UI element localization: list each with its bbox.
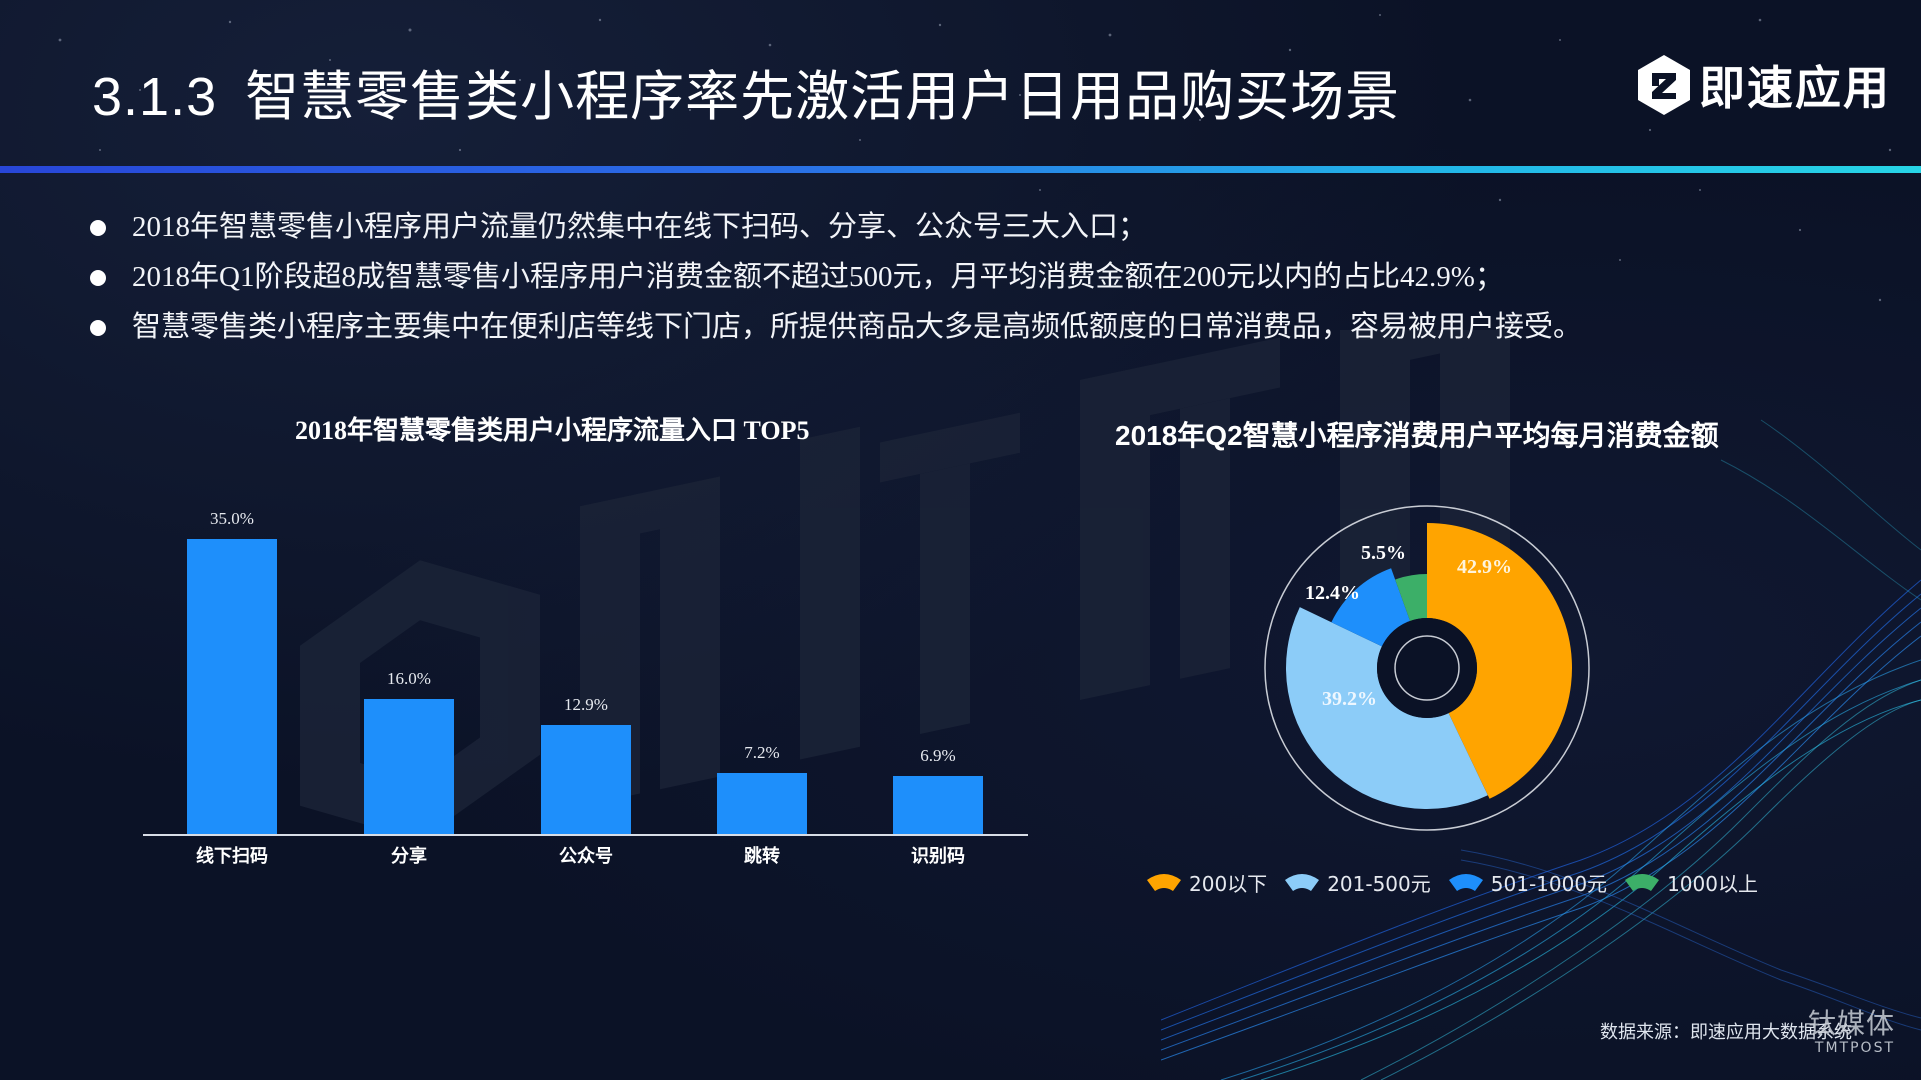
x-axis-category-label: 跳转	[744, 846, 780, 867]
pie-slice	[1286, 607, 1488, 809]
pie-value-label: 5.5%	[1361, 542, 1406, 564]
bar	[187, 539, 277, 834]
legend-fan-swatch-icon	[1147, 873, 1181, 891]
legend-item: 200以下	[1145, 868, 1267, 897]
x-axis-category-label: 识别码	[911, 846, 965, 867]
donut-chart: 42.9% 39.2% 12.4% 5.5%	[1257, 498, 1597, 838]
bullet-item: 2018年Q1阶段超8成智慧零售小程序用户消费金额不超过500元，月平均消费金额…	[90, 252, 1582, 302]
pie-value-label: 12.4%	[1305, 582, 1360, 604]
legend-label: 1000以上	[1667, 872, 1758, 896]
bar-value-label: 6.9%	[920, 746, 956, 765]
bullet-item: 2018年智慧零售小程序用户流量仍然集中在线下扫码、分享、公众号三大入口；	[90, 202, 1582, 252]
x-axis-category-label: 线下扫码	[196, 846, 268, 867]
bar-value-label: 7.2%	[744, 743, 780, 762]
x-axis-category-label: 分享	[391, 846, 427, 867]
tmtpost-watermark: 钛媒体 TMTPOST	[1808, 1002, 1895, 1056]
title-text: 智慧零售类小程序率先激活用户日用品购买场景	[245, 67, 1401, 127]
legend-item: 1000以上	[1623, 868, 1758, 897]
bullet-item: 智慧零售类小程序主要集中在便利店等线下门店，所提供商品大多是高频低额度的日常消费…	[90, 302, 1582, 352]
bar-value-label: 12.9%	[564, 695, 608, 714]
bar-group: 7.2%	[717, 743, 807, 834]
legend-label: 501-1000元	[1490, 872, 1608, 896]
header-divider	[0, 166, 1921, 173]
pie-slice	[1331, 568, 1411, 647]
pie-chart-title: 2018年Q2智慧小程序消费用户平均每月消费金额	[1115, 420, 1719, 451]
hexagon-e-logo-icon	[1638, 55, 1690, 115]
pie-slice	[1395, 574, 1427, 621]
pie-value-label: 42.9%	[1457, 556, 1512, 578]
legend-fan-swatch-icon	[1625, 873, 1660, 891]
legend-label: 200以下	[1189, 872, 1268, 896]
bar-group: 16.0%	[364, 669, 454, 834]
legend-item: 501-1000元	[1447, 868, 1607, 897]
bar-value-label: 16.0%	[387, 669, 431, 688]
x-axis-category-label: 公众号	[559, 846, 613, 867]
tmtpost-watermark-cn: 钛媒体	[1808, 1007, 1896, 1040]
bar	[364, 699, 454, 834]
bullet-dot-icon	[90, 270, 106, 286]
page-title: 3.1.3 智慧零售类小程序率先激活用户日用品购买场景	[92, 52, 1400, 131]
bullet-dot-icon	[90, 320, 106, 336]
section-number: 3.1.3	[92, 67, 218, 127]
logo-text: 即速应用	[1699, 61, 1891, 115]
bar-group: 12.9%	[541, 695, 631, 834]
bar-group: 35.0%	[187, 509, 277, 834]
donut-chart-graphic	[1264, 505, 1590, 831]
bar-chart: 35.0% 线下扫码 16.0% 分享 12.9% 公众号 7.2% 跳转 6.9% 识别码	[143, 490, 1028, 870]
legend-fan-swatch-icon	[1285, 873, 1320, 891]
tmtpost-watermark-en: TMTPOST	[1814, 1040, 1896, 1056]
pie-slice	[1427, 523, 1572, 799]
brand-logo: 即速应用	[1635, 52, 1891, 118]
pie-value-label: 39.2%	[1322, 688, 1377, 710]
bar-value-label: 35.0%	[210, 509, 254, 528]
legend-item: 201-500元	[1283, 868, 1431, 897]
bar-group: 6.9%	[893, 746, 983, 834]
bar	[717, 773, 807, 834]
legend-fan-swatch-icon	[1448, 873, 1483, 891]
legend-label: 201-500元	[1327, 872, 1431, 896]
bullet-dot-icon	[90, 220, 106, 236]
bullet-list: 2018年智慧零售小程序用户流量仍然集中在线下扫码、分享、公众号三大入口； 20…	[90, 202, 1582, 352]
bar	[541, 725, 631, 834]
pie-legend: 200以下 201-500元 501-1000元 1000以上	[1145, 868, 1766, 897]
x-axis-line	[143, 834, 1028, 836]
inner-ring	[1394, 635, 1460, 701]
data-source-note: 数据来源：即速应用大数据系统	[1600, 1022, 1852, 1043]
bar	[893, 776, 983, 834]
bar-chart-title: 2018年智慧零售类用户小程序流量入口 TOP5	[295, 416, 810, 445]
outer-ring	[1264, 505, 1590, 831]
